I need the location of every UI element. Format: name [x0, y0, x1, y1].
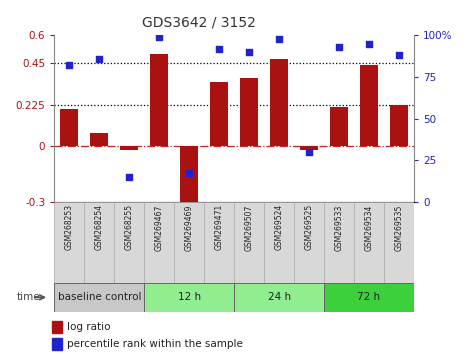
Text: GSM269524: GSM269524 [274, 204, 284, 251]
Bar [330, 108, 348, 146]
Point [335, 44, 343, 50]
Text: percentile rank within the sample: percentile rank within the sample [67, 339, 243, 349]
Point [215, 46, 223, 52]
Point [245, 49, 253, 55]
Point [185, 171, 193, 176]
Text: GSM269533: GSM269533 [334, 204, 343, 251]
Text: GSM268254: GSM268254 [95, 204, 104, 250]
Text: 24 h: 24 h [268, 292, 290, 302]
Point [305, 149, 313, 155]
Point [365, 41, 373, 46]
Bar [84, 202, 114, 283]
Bar [360, 65, 378, 146]
Text: GSM269525: GSM269525 [305, 204, 314, 251]
Text: GSM268255: GSM268255 [125, 204, 134, 250]
Bar [114, 202, 144, 283]
Text: GSM268253: GSM268253 [65, 204, 74, 250]
Text: 72 h: 72 h [358, 292, 380, 302]
Text: GSM269471: GSM269471 [215, 204, 224, 251]
Bar [294, 202, 324, 283]
Bar [384, 202, 414, 283]
Bar [300, 146, 318, 150]
Text: baseline control: baseline control [58, 292, 141, 302]
Point [125, 174, 133, 180]
Bar [120, 146, 138, 150]
Bar [240, 78, 258, 146]
Text: time: time [17, 292, 40, 302]
Text: GSM269535: GSM269535 [394, 204, 403, 251]
Bar [144, 283, 234, 312]
Text: GSM269507: GSM269507 [245, 204, 254, 251]
Text: 12 h: 12 h [178, 292, 201, 302]
Bar [210, 82, 228, 146]
Bar [234, 202, 264, 283]
Point [156, 34, 163, 40]
Point [96, 56, 103, 62]
Text: GSM269467: GSM269467 [155, 204, 164, 251]
Bar [324, 283, 414, 312]
Bar [180, 146, 198, 213]
Bar [270, 59, 288, 146]
Bar [53, 321, 61, 333]
Text: GSM269534: GSM269534 [364, 204, 374, 251]
Bar [53, 338, 61, 350]
Bar [54, 202, 84, 283]
Bar [234, 283, 324, 312]
Bar [204, 202, 234, 283]
Point [395, 52, 403, 58]
Text: GSM269469: GSM269469 [184, 204, 194, 251]
Bar [354, 202, 384, 283]
Bar [324, 202, 354, 283]
Bar [150, 54, 168, 146]
Text: log ratio: log ratio [67, 322, 111, 332]
Bar [174, 202, 204, 283]
Text: GDS3642 / 3152: GDS3642 / 3152 [142, 16, 255, 30]
Bar [264, 202, 294, 283]
Bar [54, 283, 144, 312]
Bar [90, 133, 108, 146]
Bar [144, 202, 174, 283]
Point [66, 63, 73, 68]
Point [275, 36, 283, 41]
Bar [61, 109, 79, 146]
Bar [390, 105, 408, 146]
